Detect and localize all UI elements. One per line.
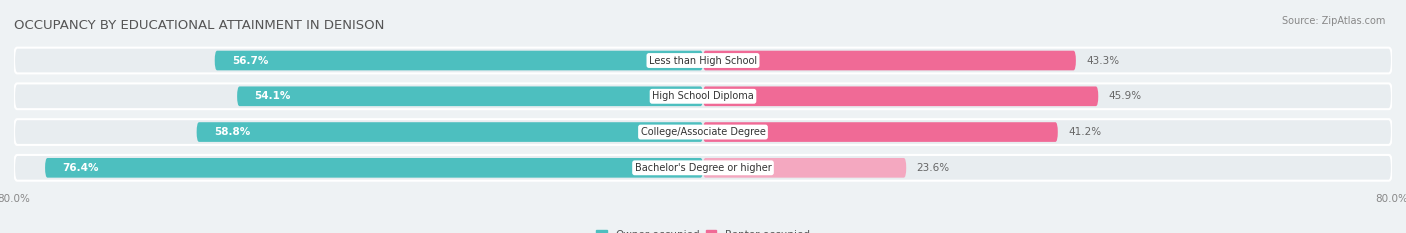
FancyBboxPatch shape (45, 158, 703, 178)
Legend: Owner-occupied, Renter-occupied: Owner-occupied, Renter-occupied (592, 226, 814, 233)
FancyBboxPatch shape (703, 158, 907, 178)
Text: OCCUPANCY BY EDUCATIONAL ATTAINMENT IN DENISON: OCCUPANCY BY EDUCATIONAL ATTAINMENT IN D… (14, 19, 384, 32)
Text: High School Diploma: High School Diploma (652, 91, 754, 101)
FancyBboxPatch shape (14, 83, 1392, 109)
Text: 23.6%: 23.6% (917, 163, 949, 173)
FancyBboxPatch shape (14, 48, 1392, 73)
FancyBboxPatch shape (703, 51, 1076, 70)
Text: Source: ZipAtlas.com: Source: ZipAtlas.com (1281, 16, 1385, 26)
Text: Bachelor's Degree or higher: Bachelor's Degree or higher (634, 163, 772, 173)
Text: 54.1%: 54.1% (254, 91, 291, 101)
Text: 56.7%: 56.7% (232, 55, 269, 65)
Text: 76.4%: 76.4% (62, 163, 98, 173)
Text: 43.3%: 43.3% (1087, 55, 1119, 65)
FancyBboxPatch shape (197, 122, 703, 142)
FancyBboxPatch shape (14, 155, 1392, 181)
Text: 58.8%: 58.8% (214, 127, 250, 137)
Text: College/Associate Degree: College/Associate Degree (641, 127, 765, 137)
FancyBboxPatch shape (215, 51, 703, 70)
FancyBboxPatch shape (703, 86, 1098, 106)
FancyBboxPatch shape (703, 122, 1057, 142)
FancyBboxPatch shape (238, 86, 703, 106)
Text: 41.2%: 41.2% (1069, 127, 1101, 137)
Text: 45.9%: 45.9% (1108, 91, 1142, 101)
FancyBboxPatch shape (14, 119, 1392, 145)
Text: Less than High School: Less than High School (650, 55, 756, 65)
